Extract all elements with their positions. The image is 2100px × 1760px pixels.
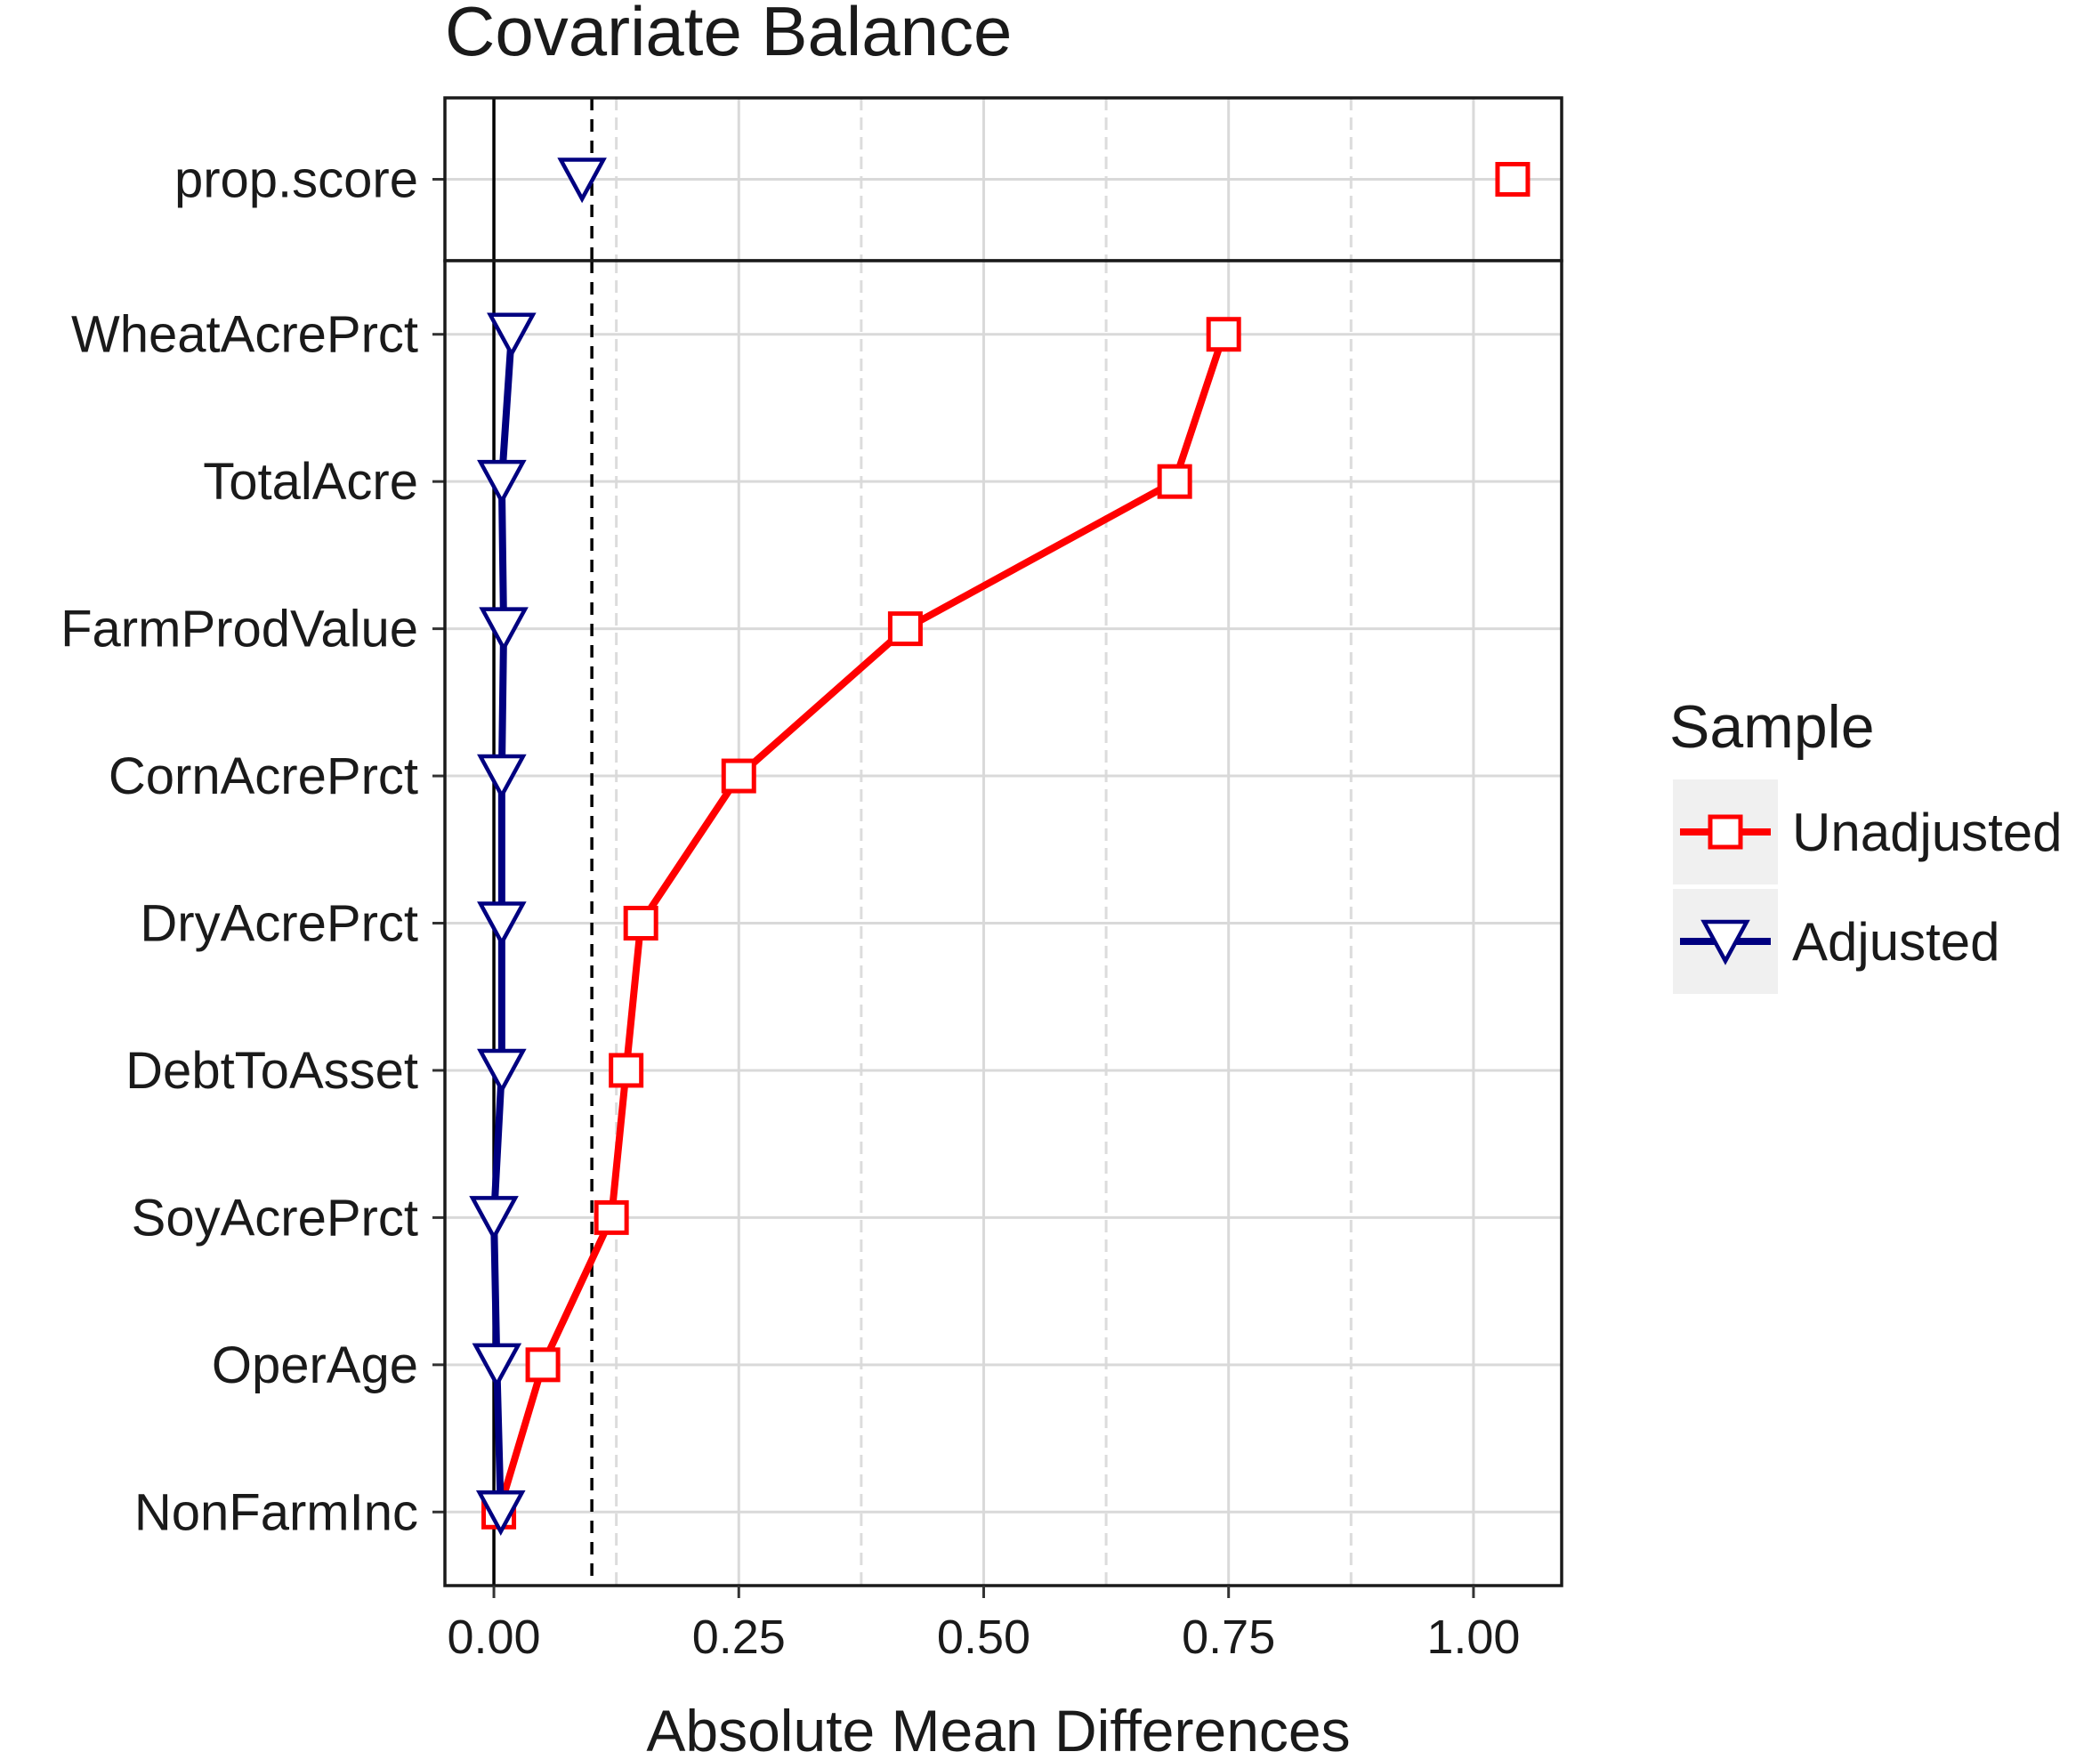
legend-label: Adjusted [1792,912,2000,972]
x-tick-label: 0.25 [692,1611,786,1664]
panel-border [443,259,1563,1587]
x-tick-label: 0.00 [447,1611,540,1664]
x-tick-label: 1.00 [1426,1611,1520,1664]
series-adjusted [557,157,607,204]
data-point-unadjusted [623,906,658,941]
legend-key-marker [1700,919,1750,965]
y-tick-label: WheatAcrePrct [71,306,418,364]
series-adjusted [469,312,537,1536]
data-point-unadjusted [525,1347,561,1383]
legend-item-unadjusted: Unadjusted [1673,779,2063,884]
top-panel: prop.score [174,96,1563,262]
series-unadjusted [1495,162,1531,197]
data-point-unadjusted [594,1199,629,1235]
y-tick-label: DryAcrePrct [140,895,418,953]
y-tick-label: NonFarmInc [134,1483,418,1541]
data-point-adjusted [477,459,527,505]
data-point-adjusted [472,1343,522,1389]
y-tick-label: SoyAcrePrct [132,1189,418,1247]
y-tick-label: TotalAcre [203,453,418,511]
y-tick-label: CornAcrePrct [109,747,418,805]
data-point-unadjusted [721,758,756,794]
data-point-unadjusted [887,611,923,647]
x-axis-title: Absolute Mean Differences [646,1698,1350,1760]
x-tick-label: 0.75 [1182,1611,1275,1664]
legend-title: Sample [1669,693,1875,761]
x-tick-label: 0.50 [937,1611,1030,1664]
data-point-unadjusted [609,1053,644,1088]
y-tick-label: DebtToAsset [125,1042,418,1100]
data-point-adjusted [557,157,607,204]
legend-label: Unadjusted [1792,803,2063,862]
data-point-adjusted [477,1048,527,1094]
y-tick-label: FarmProdValue [61,601,418,658]
data-point-unadjusted [1157,464,1192,499]
x-axis: 0.00 0.25 0.50 0.75 1.00 [447,1586,1520,1664]
legend: Sample Unadjusted Adjusted [1669,693,2063,994]
data-point-adjusted [477,754,527,800]
chart-title: Covariate Balance [445,0,1012,70]
y-tick-label: prop.score [174,151,418,209]
legend-key-marker [1708,814,1743,850]
y-tick-label: OperAge [212,1336,418,1394]
plot-panels: prop.score WheatAcrePrct TotalAcre FarmProd… [61,96,1563,1587]
legend-item-adjusted: Adjusted [1673,889,2000,994]
data-point-adjusted [487,312,537,359]
data-point-unadjusted [1206,317,1241,352]
data-point-adjusted [469,1196,519,1242]
data-point-adjusted [477,901,527,948]
bottom-panel: WheatAcrePrct TotalAcre FarmProdValue CornA… [61,259,1563,1587]
data-point-adjusted [475,1490,526,1536]
data-point-adjusted [479,607,529,653]
data-point-unadjusted [1495,162,1531,197]
